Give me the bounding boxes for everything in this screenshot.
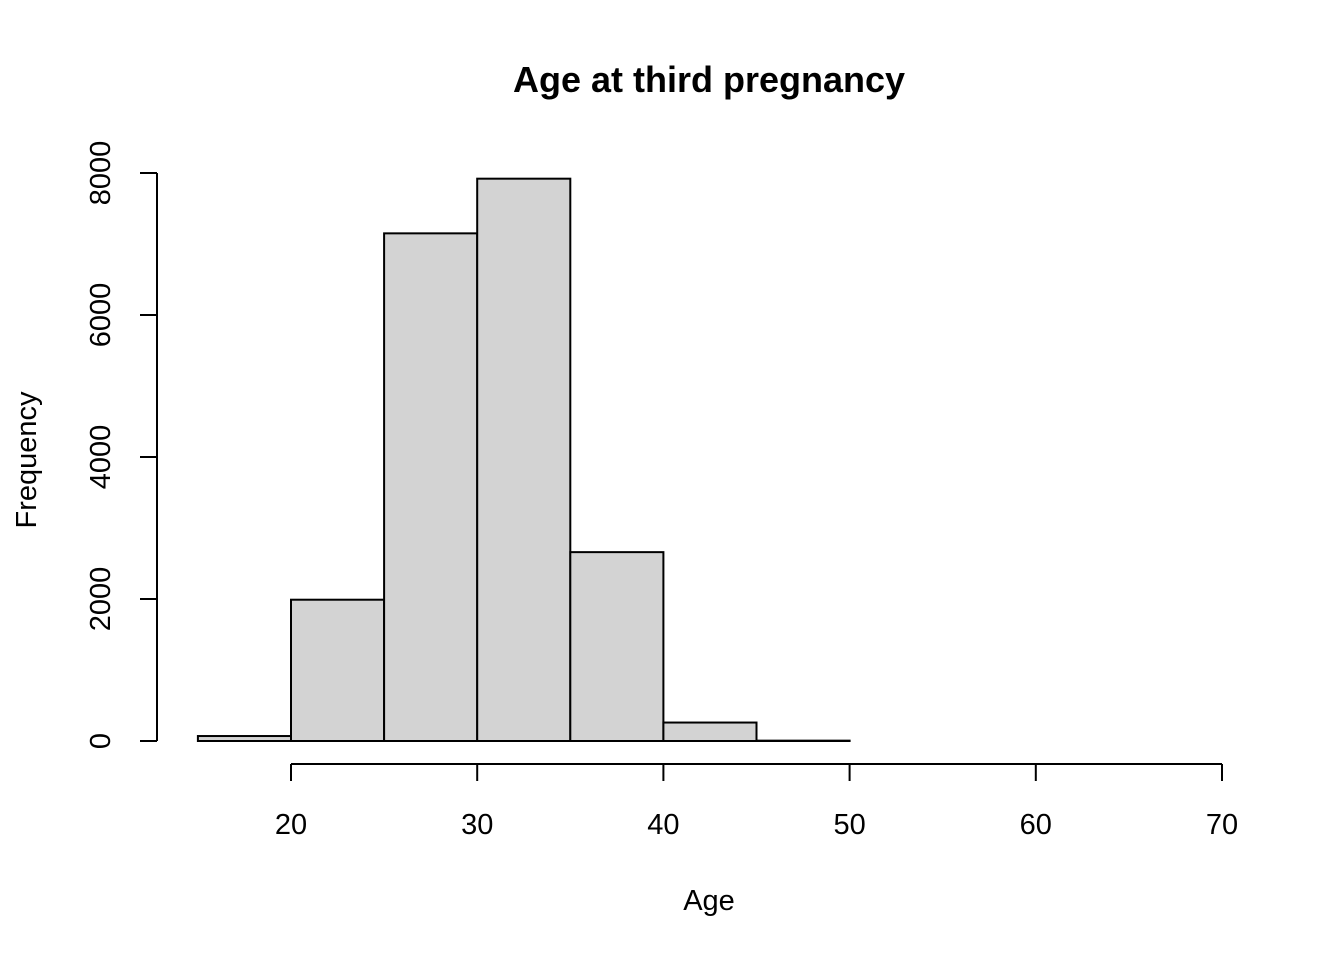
x-tick-label-30: 30 [461, 809, 493, 841]
bars-group [196, 177, 851, 743]
x-tick-label-50: 50 [833, 809, 865, 841]
bar-15-20 [196, 735, 292, 743]
x-axis: 20 30 40 50 60 70 [275, 763, 1238, 841]
y-tick-label-0: 0 [85, 733, 117, 749]
bar-20-25 [290, 598, 386, 743]
y-axis: 0 2000 4000 6000 8000 [85, 141, 158, 749]
y-tick-label-4000: 4000 [85, 425, 117, 490]
chart-title: Age at third pregnancy [513, 59, 905, 100]
x-tick-label-70: 70 [1206, 809, 1238, 841]
bar-25-30 [383, 232, 479, 742]
y-tick-label-8000: 8000 [85, 141, 117, 206]
y-tick-label-2000: 2000 [85, 567, 117, 632]
bar-35-40 [569, 551, 665, 743]
x-tick-label-60: 60 [1020, 809, 1052, 841]
y-axis-label: Frequency [11, 391, 43, 529]
bar-40-45 [662, 721, 758, 742]
x-tick-label-20: 20 [275, 809, 307, 841]
x-tick-label-40: 40 [647, 809, 679, 841]
bar-30-35 [476, 177, 572, 742]
x-axis-label: Age [683, 885, 735, 917]
y-tick-label-6000: 6000 [85, 283, 117, 348]
